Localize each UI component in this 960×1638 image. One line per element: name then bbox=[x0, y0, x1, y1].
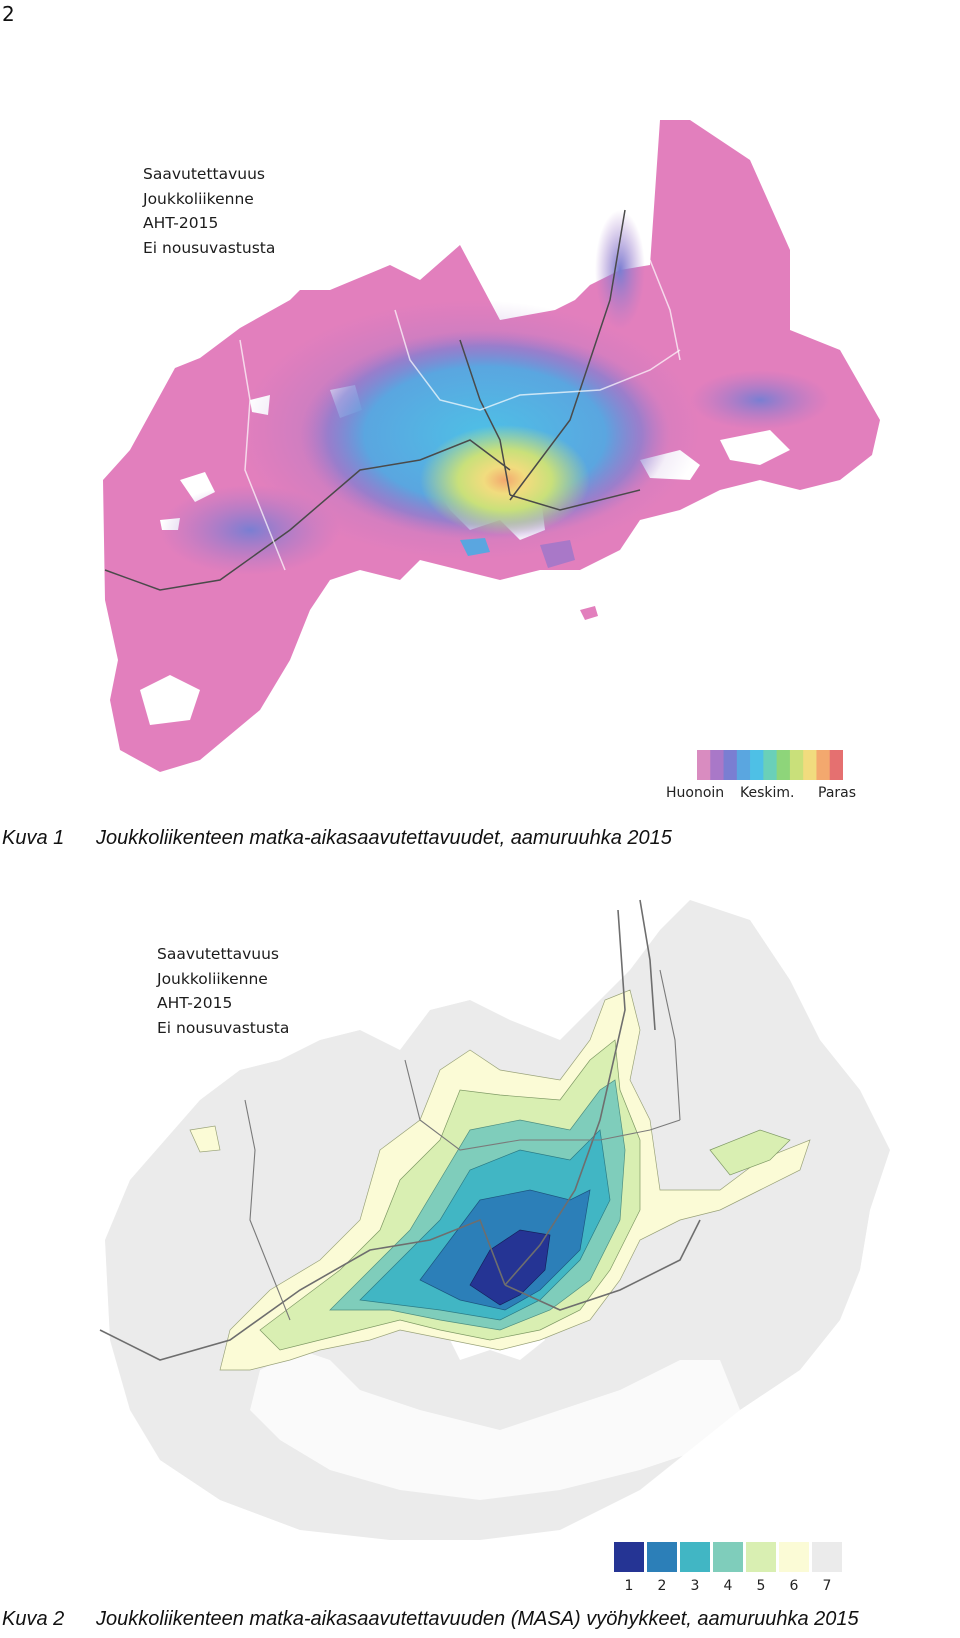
map-label-line: Ei nousuvastusta bbox=[157, 1018, 290, 1037]
legend-class-label: 3 bbox=[690, 1578, 700, 1594]
map-label-line: Saavutettavuus bbox=[157, 945, 279, 963]
map-label-line: Joukkoliikenne bbox=[143, 189, 254, 208]
figure-caption-2: Kuva 2 Joukkoliikenteen matka-aikasaavute… bbox=[2, 1608, 859, 1631]
map-label-line: Ei nousuvastusta bbox=[143, 238, 276, 257]
legend-label-high: Paras bbox=[818, 785, 857, 801]
legend-color-step bbox=[776, 750, 791, 780]
legend-color-step bbox=[816, 750, 831, 780]
legend-color-step bbox=[803, 750, 818, 780]
legend-class-label: 4 bbox=[723, 1578, 733, 1594]
caption-text: Joukkoliikenteen matka-aikasaavutettavuu… bbox=[96, 827, 672, 849]
legend-swatch bbox=[614, 1542, 644, 1572]
map-label-line: AHT-2015 bbox=[143, 214, 219, 232]
map-label-line: Joukkoliikenne bbox=[157, 969, 268, 988]
legend-class-label: 1 bbox=[624, 1578, 634, 1594]
legend-color-step bbox=[736, 750, 751, 780]
caption-number: Kuva 1 bbox=[2, 827, 65, 849]
legend-color-step bbox=[763, 750, 778, 780]
map-label-line: AHT-2015 bbox=[157, 994, 233, 1012]
map-label-2: Saavutettavuus Joukkoliikenne AHT-2015 E… bbox=[157, 942, 289, 1040]
legend-color-step bbox=[723, 750, 738, 780]
legend-class-label: 7 bbox=[822, 1578, 832, 1594]
gradient-legend bbox=[697, 750, 843, 780]
legend-color-step bbox=[829, 750, 843, 780]
legend-swatch bbox=[713, 1542, 743, 1572]
legend-swatch bbox=[647, 1542, 677, 1572]
legend-swatch bbox=[680, 1542, 710, 1572]
legend-color-step bbox=[710, 750, 725, 780]
legend-color-step bbox=[697, 750, 711, 780]
figure-caption-1: Kuva 1 Joukkoliikenteen matka-aikasaavute… bbox=[2, 827, 672, 850]
legend-class-label: 5 bbox=[756, 1578, 766, 1594]
accessibility-heatmap bbox=[103, 120, 880, 772]
map-label-line: Saavutettavuus bbox=[143, 165, 265, 183]
masa-zone-map bbox=[99, 899, 890, 1540]
legend-swatch bbox=[812, 1542, 842, 1572]
legend-class-label: 2 bbox=[657, 1578, 667, 1594]
legend-label-mid: Keskim. bbox=[740, 785, 795, 801]
legend-swatch bbox=[746, 1542, 776, 1572]
page-number: 2 bbox=[2, 2, 15, 26]
legend-color-step bbox=[750, 750, 764, 780]
legend-swatch bbox=[779, 1542, 809, 1572]
map-label-1: Saavutettavuus Joukkoliikenne AHT-2015 E… bbox=[143, 162, 275, 260]
legend-label-low: Huonoin bbox=[666, 785, 725, 801]
legend-color-step bbox=[789, 750, 804, 780]
caption-text: Joukkoliikenteen matka-aikasaavutettavuu… bbox=[96, 1608, 859, 1630]
caption-number: Kuva 2 bbox=[2, 1608, 65, 1630]
legend-class-label: 6 bbox=[789, 1578, 799, 1594]
